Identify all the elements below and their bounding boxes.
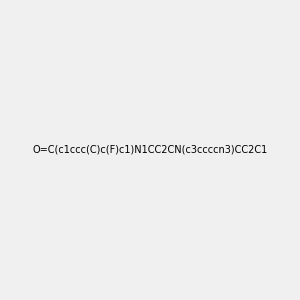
Text: O=C(c1ccc(C)c(F)c1)N1CC2CN(c3ccccn3)CC2C1: O=C(c1ccc(C)c(F)c1)N1CC2CN(c3ccccn3)CC2C… xyxy=(32,145,268,155)
